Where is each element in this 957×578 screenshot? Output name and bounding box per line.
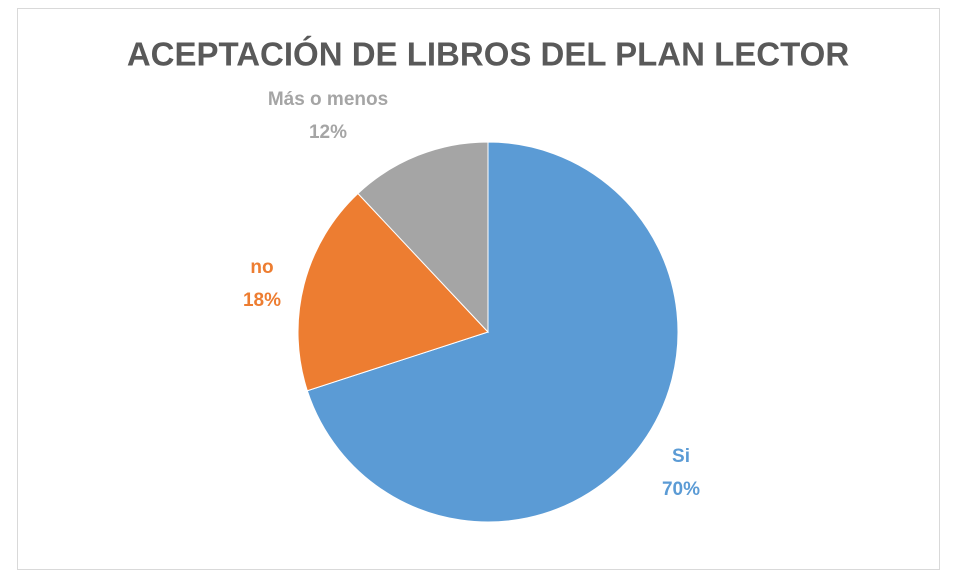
slice-label: no — [250, 257, 273, 278]
slice-label: Si — [672, 446, 690, 467]
slice-label: Más o menos — [268, 89, 388, 110]
slice-value-label: 12% — [309, 122, 347, 143]
pie-slice — [297, 192, 489, 392]
pie-slice — [357, 141, 489, 334]
chart-title: ACEPTACIÓN DE LIBROS DEL PLAN LECTOR — [127, 36, 850, 73]
pie-slice — [306, 141, 679, 523]
slice-value-label: 70% — [662, 479, 700, 500]
slice-value-label: 18% — [243, 290, 281, 311]
